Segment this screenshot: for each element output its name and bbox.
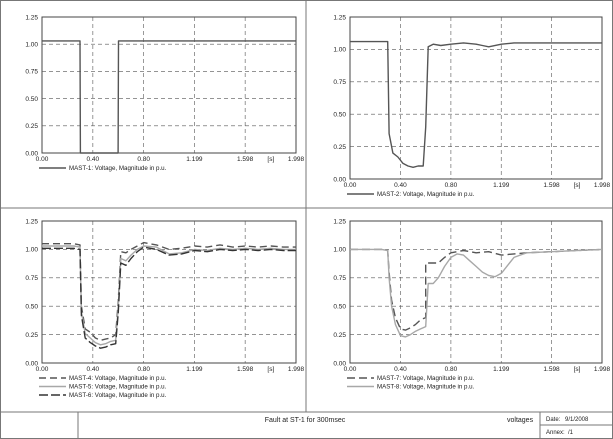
legend-label: MAST-7: Voltage, Magnitude in p.u. — [377, 375, 475, 382]
x-tick-label: 0.00 — [36, 366, 49, 373]
x-tick-label: [s] — [267, 366, 274, 373]
y-tick-label: 1.25 — [333, 218, 346, 225]
y-tick-label: 0.75 — [25, 69, 38, 76]
legend-label: MAST-4: Voltage, Magnitude in p.u. — [69, 375, 167, 382]
x-tick-label: 0.80 — [445, 182, 458, 189]
y-tick-label: 1.00 — [333, 47, 346, 54]
annex-label: Annex: — [546, 430, 565, 436]
series-line — [42, 241, 296, 341]
y-tick-label: 0.75 — [25, 275, 38, 282]
y-tick-label: 0.25 — [25, 332, 38, 339]
x-tick-label: 0.00 — [344, 182, 357, 189]
x-tick-label: 1.998 — [594, 182, 611, 189]
x-tick-label: 1.199 — [186, 366, 203, 373]
x-tick-label: 0.40 — [394, 366, 407, 373]
y-tick-label: 1.00 — [25, 247, 38, 254]
x-tick-label: 0.80 — [137, 366, 150, 373]
x-tick-label: 1.598 — [237, 366, 254, 373]
x-tick-label: 0.40 — [87, 156, 100, 163]
y-tick-label: 0.25 — [333, 144, 346, 151]
x-tick-label: 1.199 — [186, 156, 203, 163]
x-tick-label: [s] — [574, 366, 581, 373]
y-tick-label: 1.25 — [25, 14, 38, 21]
y-tick-label: 0.50 — [25, 96, 38, 103]
y-tick-label: 1.25 — [333, 14, 346, 21]
plot-area — [41, 16, 297, 154]
chart-panel-3: 0.00 0.25 0.50 0.75 1.00 1.25 0.00 0.40 0.80 1.19… — [25, 218, 304, 399]
y-tick-label: 0.25 — [333, 332, 346, 339]
y-tick-label: 0.75 — [333, 79, 346, 86]
y-tick-label: 0.00 — [25, 360, 38, 367]
x-tick-label: 0.80 — [445, 366, 458, 373]
x-tick-label: 1.598 — [543, 366, 560, 373]
y-tick-label: 1.25 — [25, 218, 38, 225]
date-label: Date: — [546, 417, 561, 423]
x-tick-label: 0.80 — [137, 156, 150, 163]
y-tick-label: 1.00 — [25, 42, 38, 49]
series-line — [350, 248, 603, 338]
series-line — [42, 245, 296, 346]
x-tick-label: 1.998 — [594, 366, 611, 373]
x-tick-label: 1.598 — [237, 156, 254, 163]
plots: 0.00 0.25 0.50 0.75 1.00 1.25 0.00 0.40 0.80 1.19… — [25, 14, 610, 399]
y-tick-label: 0.50 — [25, 304, 38, 311]
y-tick-label: 0.00 — [333, 360, 346, 367]
series-line — [350, 248, 603, 331]
legend-label: MAST-8: Voltage, Magnitude in p.u. — [377, 384, 475, 391]
legend-label: MAST-2: Voltage, Magnitude in p.u. — [377, 191, 475, 198]
y-tick-label: 1.00 — [333, 247, 346, 254]
footer-tag: voltages — [507, 417, 534, 424]
y-tick-label: 0.00 — [333, 176, 346, 183]
annex-value: /1 — [568, 430, 574, 436]
plot-area — [349, 220, 603, 364]
y-tick-label: 0.00 — [25, 150, 38, 157]
series-line — [42, 246, 296, 349]
x-tick-label: [s] — [574, 182, 581, 189]
legend-label: MAST-1: Voltage, Magnitude in p.u. — [69, 165, 167, 172]
y-tick-label: 0.75 — [333, 275, 346, 282]
date-value: 9/1/2008 — [565, 417, 589, 423]
x-tick-label: 0.00 — [344, 366, 357, 373]
chart-panel-4: 0.00 0.25 0.50 0.75 1.00 1.25 0.00 0.40 0.80 1.19… — [333, 218, 610, 390]
legend-label: MAST-5: Voltage, Magnitude in p.u. — [69, 384, 167, 391]
x-tick-label: 1.998 — [288, 156, 305, 163]
y-tick-label: 0.50 — [333, 112, 346, 119]
x-tick-label: [s] — [267, 156, 274, 163]
x-tick-label: 1.199 — [493, 182, 510, 189]
y-tick-label: 0.25 — [25, 123, 38, 130]
y-tick-label: 0.50 — [333, 304, 346, 311]
plot-area — [349, 16, 603, 180]
chart-panel-2: 0.00 0.25 0.50 0.75 1.00 1.25 0.00 0.40 0.80 1.19… — [333, 14, 610, 198]
x-tick-label: 1.598 — [543, 182, 560, 189]
footer-title: Fault at ST-1 for 300msec — [265, 417, 346, 424]
series-line — [350, 40, 602, 169]
series-line — [42, 40, 296, 154]
x-tick-label: 0.00 — [36, 156, 49, 163]
footer: Fault at ST-1 for 300msec voltages Date:… — [77, 412, 613, 439]
x-tick-label: 0.40 — [87, 366, 100, 373]
x-tick-label: 1.998 — [288, 366, 305, 373]
x-tick-label: 1.199 — [493, 366, 510, 373]
chart-panel-1: 0.00 0.25 0.50 0.75 1.00 1.25 0.00 0.40 0.80 1.19… — [25, 14, 304, 172]
x-tick-label: 0.40 — [394, 182, 407, 189]
plot-area — [41, 220, 297, 364]
legend-label: MAST-6: Voltage, Magnitude in p.u. — [69, 392, 167, 399]
